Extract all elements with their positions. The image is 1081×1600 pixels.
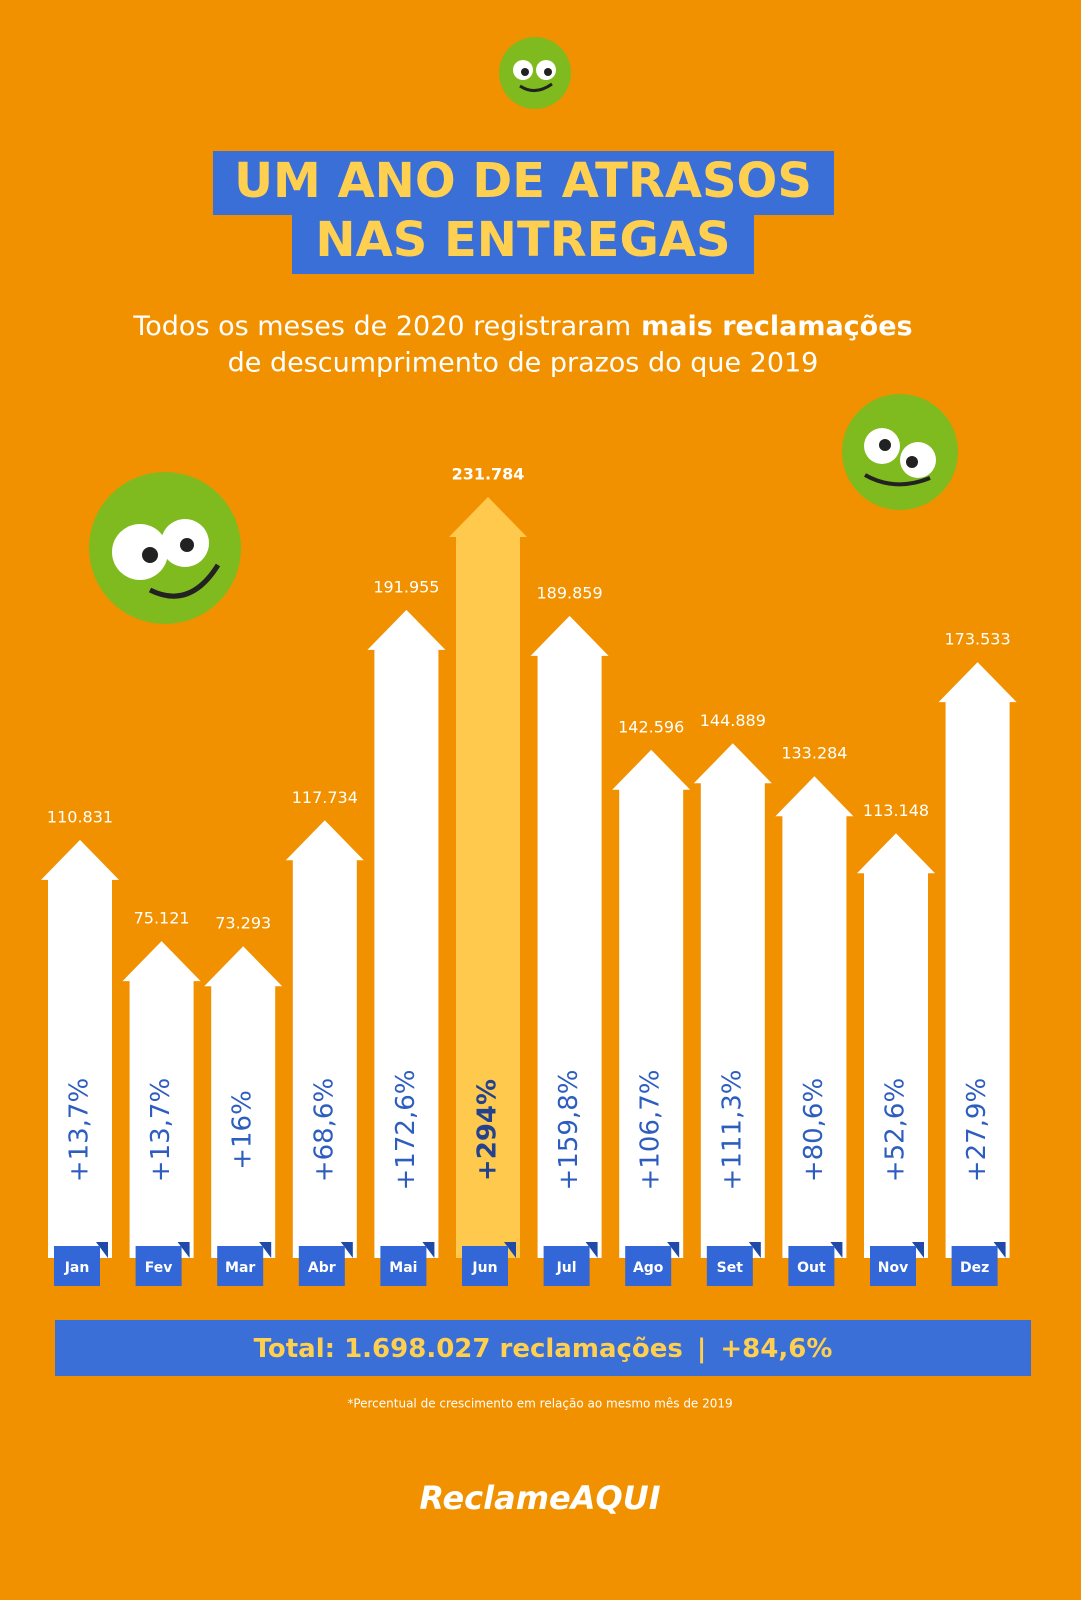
- month-tag: [217, 1246, 264, 1286]
- x-tick-label: Nov: [878, 1260, 908, 1276]
- month-tag: [625, 1246, 672, 1286]
- total-box: [55, 1320, 1031, 1376]
- growth-label: +294%: [473, 1079, 503, 1181]
- growth-label: +80,6%: [799, 1078, 829, 1182]
- arrow-bar: [122, 941, 201, 1258]
- title-box: [213, 151, 834, 215]
- arrow-bar: [285, 820, 364, 1258]
- value-label: 75.121: [134, 909, 190, 928]
- arrow-bar: [938, 662, 1017, 1258]
- brand: ReclameAQUI: [419, 1479, 660, 1517]
- value-label: 142.596: [618, 717, 684, 736]
- month-tag: [54, 1246, 100, 1286]
- month-tag: [788, 1246, 835, 1286]
- total-growth: +84,6%: [720, 1334, 832, 1364]
- arrow-bar: [857, 833, 935, 1258]
- value-label: 133.284: [781, 744, 847, 763]
- smiley: [499, 37, 571, 109]
- value-label: 110.831: [47, 807, 113, 826]
- growth-label: +13,7%: [146, 1078, 176, 1182]
- value-label: 73.293: [215, 914, 271, 933]
- value-label: 231.784: [452, 465, 525, 484]
- x-tick-label: Mar: [225, 1260, 255, 1276]
- arrow-bar: [367, 609, 446, 1258]
- month-tag: [951, 1246, 998, 1286]
- growth-label: +159,8%: [554, 1070, 584, 1191]
- value-label: 113.148: [863, 801, 929, 820]
- month-tag: [380, 1246, 427, 1286]
- month-tag: [706, 1246, 753, 1286]
- footnote: *Percentual de crescimento em relação ao…: [347, 1397, 732, 1411]
- month-tag: [135, 1246, 182, 1286]
- x-tick-label: Jul: [556, 1260, 577, 1276]
- arrow-bar: [612, 749, 691, 1258]
- growth-label: +52,6%: [881, 1078, 911, 1182]
- subtitle: de descumprimento de prazos do que 2019: [228, 348, 819, 379]
- growth-label: +68,6%: [309, 1078, 339, 1182]
- title: UM ANO DE ATRASOS: [234, 153, 812, 209]
- arrow-bar: [693, 743, 772, 1258]
- arrow-bar: [530, 615, 609, 1258]
- growth-label: +172,6%: [391, 1070, 421, 1191]
- total-text: Total: 1.698.027 reclamações: [254, 1334, 683, 1364]
- growth-label: +111,3%: [717, 1070, 747, 1191]
- x-tick-label: Dez: [960, 1260, 989, 1276]
- x-tick-label: Jun: [471, 1260, 497, 1276]
- arrow-bar: [775, 776, 854, 1258]
- month-tag: [462, 1246, 508, 1286]
- title-box: [292, 212, 754, 274]
- value-label: 173.533: [945, 630, 1011, 649]
- subtitle-emphasis: mais reclamações: [641, 311, 912, 342]
- smiley: [89, 472, 241, 624]
- month-tag: [870, 1246, 916, 1286]
- value-label: 189.859: [537, 583, 603, 602]
- month-tag: [543, 1246, 590, 1286]
- value-label: 144.889: [700, 711, 766, 730]
- arrow-bar: [449, 497, 527, 1258]
- growth-label: +106,7%: [636, 1070, 666, 1191]
- x-tick-label: Out: [797, 1260, 826, 1276]
- x-tick-label: Set: [717, 1260, 744, 1276]
- growth-label: +27,9%: [962, 1078, 992, 1182]
- subtitle-text: Todos os meses de 2020 registraram: [132, 311, 631, 342]
- smiley: [842, 394, 958, 510]
- value-label: 117.734: [292, 788, 358, 807]
- growth-label: +13,7%: [65, 1078, 95, 1182]
- separator: |: [697, 1334, 707, 1364]
- x-tick-label: Mai: [389, 1260, 417, 1276]
- subtitle: Todos os meses de 2020 registraram mais r…: [132, 311, 912, 342]
- x-tick-label: Ago: [633, 1260, 664, 1276]
- arrow-bar: [204, 946, 283, 1258]
- x-tick-label: Jan: [64, 1260, 90, 1276]
- x-tick-label: Fev: [145, 1260, 173, 1276]
- growth-label: +16%: [228, 1090, 258, 1170]
- title: NAS ENTREGAS: [315, 212, 730, 268]
- total: Total: 1.698.027 reclamações | +84,6%: [254, 1334, 833, 1364]
- x-tick-label: Abr: [308, 1260, 336, 1276]
- arrow-bar: [41, 839, 119, 1258]
- value-label: 191.955: [373, 577, 439, 596]
- month-tag: [298, 1246, 345, 1286]
